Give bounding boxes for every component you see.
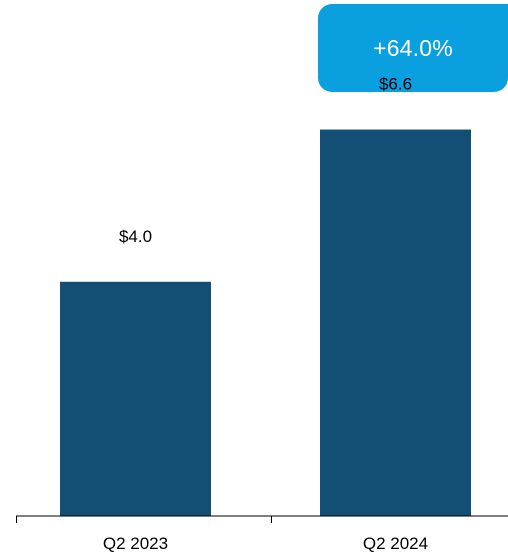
value-labels-group: $4.0 $6.6 [119,75,412,246]
bar-q2-2023 [60,281,211,516]
bars-group [60,129,471,516]
x-axis [16,515,508,523]
value-label-q2-2023: $4.0 [119,227,152,246]
growth-badge: +64.0% [318,4,508,92]
value-label-q2-2024: $6.6 [379,75,412,94]
x-tick-label-q2-2023: Q2 2023 [103,534,168,553]
x-tick-label-q2-2024: Q2 2024 [363,534,428,553]
bar-q2-2024 [320,129,471,516]
growth-badge-text: +64.0% [373,34,453,61]
x-tick-labels-group: Q2 2023 Q2 2024 [103,534,428,553]
